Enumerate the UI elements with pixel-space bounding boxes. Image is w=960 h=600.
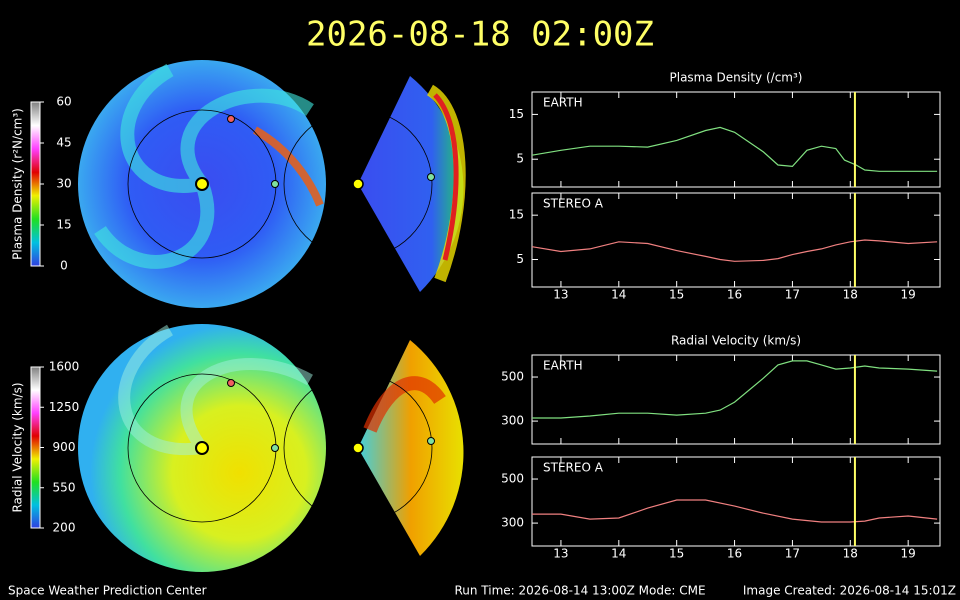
x-tick-label: 19 [901, 547, 916, 561]
x-tick-label: 17 [785, 547, 800, 561]
colorbar-tick-label: 0 [60, 259, 68, 273]
x-tick-label: 15 [669, 288, 684, 302]
panel-frame [531, 192, 941, 288]
x-tick-label: 13 [553, 547, 568, 561]
density-map [78, 60, 326, 308]
panel-title: Plasma Density (/cm³) [670, 71, 803, 85]
colorbar-label: Radial Velocity (km/s) [11, 382, 25, 512]
colorbar [30, 101, 41, 267]
y-tick-label: 15 [509, 107, 524, 121]
colorbar-tick-label: 15 [56, 218, 71, 232]
data-line [531, 239, 938, 262]
panel-frame [531, 91, 941, 188]
footer-center: Run Time: 2026-08-14 13:00Z Mode: CME [454, 584, 705, 598]
colorbar-tick-label: 45 [56, 136, 71, 150]
panel-label: STEREO A [543, 197, 604, 211]
velocity-wedge [283, 340, 464, 556]
colorbar-tick-label: 1250 [49, 400, 80, 414]
x-tick-label: 19 [901, 288, 916, 302]
y-tick-label: 15 [509, 208, 524, 222]
x-tick-label: 14 [611, 547, 626, 561]
footer-right: Image Created: 2026-08-14 15:01Z [743, 584, 956, 598]
y-tick-label: 5 [516, 152, 524, 166]
colorbar-tick-label: 60 [56, 95, 71, 109]
data-line [531, 126, 938, 172]
y-tick-label: 5 [516, 252, 524, 266]
colorbar-tick-label: 30 [56, 177, 71, 191]
y-tick-label: 500 [501, 472, 524, 486]
colorbar-label: Plasma Density (r²N/cm³) [11, 108, 25, 260]
x-tick-label: 16 [727, 288, 742, 302]
colorbar-tick-label: 550 [53, 480, 76, 494]
colorbar-tick-label: 900 [53, 440, 76, 454]
data-line [532, 499, 938, 523]
panel-label: EARTH [543, 96, 583, 110]
panel-label: EARTH [543, 359, 583, 373]
x-tick-label: 13 [553, 288, 568, 302]
y-tick-label: 300 [501, 516, 524, 530]
x-tick-label: 17 [785, 288, 800, 302]
velocity-map [78, 324, 326, 572]
x-tick-label: 18 [843, 288, 858, 302]
colorbar-tick-label: 1600 [49, 360, 80, 374]
x-tick-label: 15 [669, 547, 684, 561]
density-wedge [283, 76, 466, 292]
y-tick-label: 500 [501, 370, 524, 384]
main-title: 2026-08-18 02:00Z [306, 15, 654, 55]
colorbar [30, 366, 41, 529]
panel-label: STEREO A [543, 461, 604, 475]
x-tick-label: 14 [611, 288, 626, 302]
panel-title: Radial Velocity (km/s) [671, 334, 801, 348]
x-tick-label: 16 [727, 547, 742, 561]
panel-frame [531, 456, 941, 547]
panel-frame [531, 354, 941, 445]
footer-left: Space Weather Prediction Center [8, 584, 207, 598]
colorbar-tick-label: 200 [53, 521, 76, 535]
y-tick-label: 300 [501, 414, 524, 428]
data-line [532, 360, 938, 419]
x-tick-label: 18 [843, 547, 858, 561]
